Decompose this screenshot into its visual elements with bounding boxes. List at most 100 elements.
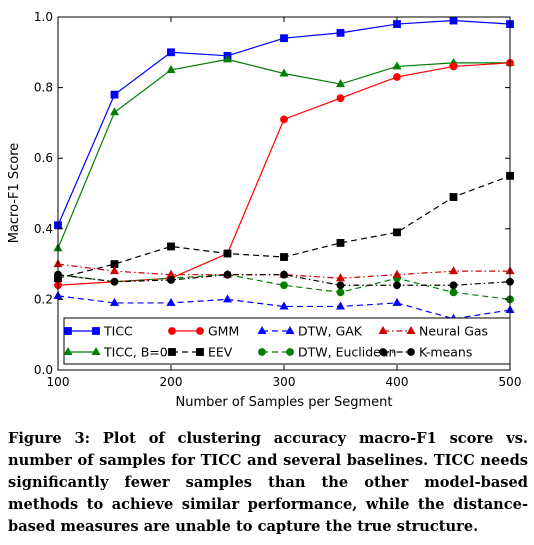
data-point-k-means (167, 276, 175, 284)
data-point-k-means (393, 281, 401, 290)
legend-label: K-means (419, 345, 472, 360)
legend-marker (407, 348, 415, 356)
axes: 100 200 300 400 500 0.0 0.2 0.4 0.6 0.8 1.0 (34, 10, 522, 389)
legend-label: DTW, Euclidean (298, 345, 396, 360)
legend-marker (196, 327, 204, 335)
data-point-gmm (393, 73, 401, 81)
legend: TICC TICC, B=0 GMM EEV DTW, GAK DTW, Euclidea… (63, 317, 511, 365)
legend-marker (168, 348, 176, 356)
legend-entry-dtw-euclidean: DTW, Euclidean (258, 345, 396, 360)
data-point-ticc-b-0 (279, 68, 289, 77)
series-line-dtw-gak (57, 295, 511, 320)
data-point-eev (393, 228, 401, 237)
legend-marker (91, 346, 101, 356)
data-point-k-means (280, 270, 288, 279)
data-point-eev (449, 193, 458, 201)
data-point-dtw-gak (335, 301, 346, 310)
data-point-ticc (336, 28, 345, 37)
x-axis-title: Number of Samples per Segment (176, 395, 393, 410)
series-line-gmm (57, 62, 511, 286)
legend-marker (286, 348, 294, 356)
series-line-dtw-euclidean (57, 274, 511, 300)
data-point-ticc-b-0 (392, 61, 402, 70)
data-point-gmm (336, 94, 345, 103)
data-point-k-means (449, 281, 458, 290)
series-line-k-means (57, 274, 511, 286)
legend-label: TICC (103, 324, 133, 339)
data-point-ticc-b-0 (222, 54, 233, 63)
legend-label: GMM (208, 324, 239, 339)
line-chart: 100 200 300 400 500 0.0 0.2 0.4 0.6 0.8 1.0 Number… (7, 10, 522, 410)
legend-entry-ticc-b-0: TICC, B=0 (63, 345, 168, 360)
data-point-dtw-euclidean (280, 281, 288, 290)
series-eev (54, 171, 514, 283)
legend-marker (64, 327, 72, 335)
series-ticc-b-0 (53, 54, 515, 252)
legend-label: Neural Gas (419, 324, 488, 339)
data-point-neural-gas (392, 269, 402, 278)
y-tick-label: 0.0 (34, 363, 53, 377)
legend-marker (257, 325, 267, 335)
x-tick-label: 400 (386, 375, 409, 389)
data-point-ticc-b-0 (166, 64, 176, 73)
data-point-k-means (110, 277, 119, 286)
data-point-eev (280, 253, 288, 261)
legend-marker (196, 348, 204, 356)
data-point-eev (223, 249, 232, 258)
data-point-gmm (449, 62, 458, 71)
data-point-dtw-euclidean (449, 288, 458, 297)
legend-entry-gmm: GMM (168, 324, 239, 339)
series-line-eev (57, 175, 511, 279)
data-point-ticc (110, 90, 119, 99)
y-tick-label: 1.0 (34, 10, 53, 24)
figure-caption: Figure 3: Plot of clustering accuracy ma… (8, 430, 528, 535)
legend-entry-neural-gas: Neural Gas (378, 324, 488, 339)
series-line-ticc-b-0 (57, 58, 510, 249)
data-point-ticc-b-0 (109, 107, 120, 116)
series-dtw-gak (53, 290, 515, 322)
data-point-dtw-gak (392, 297, 402, 306)
data-point-dtw-gak (279, 301, 289, 310)
data-point-eev (167, 242, 175, 251)
data-point-neural-gas (335, 273, 346, 282)
data-point-gmm (280, 115, 288, 124)
y-tick-label: 0.2 (34, 292, 53, 306)
x-tick-label: 100 (47, 375, 70, 389)
legend-marker (258, 348, 266, 356)
x-tick-label: 300 (273, 375, 296, 389)
data-point-ticc (280, 34, 288, 43)
y-tick-label: 0.6 (34, 151, 53, 165)
legend-entry-k-means: K-means (379, 345, 472, 360)
data-point-ticc (449, 16, 458, 25)
series-layer (53, 16, 515, 322)
legend-marker (406, 325, 416, 335)
y-tick-label: 0.4 (34, 222, 53, 236)
data-point-ticc-b-0 (335, 79, 346, 88)
legend-marker (63, 346, 73, 356)
data-point-dtw-gak (109, 297, 120, 306)
y-tick-label: 0.8 (34, 81, 53, 95)
data-point-k-means (336, 281, 345, 290)
legend-label: TICC, B=0 (103, 345, 168, 360)
data-point-dtw-gak (166, 297, 176, 306)
x-tick-label: 500 (499, 375, 522, 389)
data-point-neural-gas (448, 266, 459, 275)
legend-marker (285, 325, 295, 335)
legend-marker (379, 348, 387, 356)
legend-entry-ticc: TICC (64, 324, 133, 339)
data-point-eev (336, 239, 345, 247)
legend-marker (92, 327, 100, 335)
legend-entry-eev: EEV (168, 345, 233, 360)
y-axis-title: Macro-F1 Score (7, 143, 22, 244)
data-point-k-means (223, 270, 232, 279)
data-point-dtw-euclidean (336, 288, 345, 297)
legend-label: EEV (208, 345, 233, 360)
legend-entry-dtw-gak: DTW, GAK (257, 324, 363, 339)
legend-label: DTW, GAK (298, 324, 363, 339)
data-point-neural-gas (109, 266, 120, 275)
legend-marker (168, 327, 176, 335)
data-point-ticc (167, 48, 175, 57)
data-point-dtw-gak (222, 294, 233, 303)
legend-box (63, 317, 511, 365)
legend-marker (378, 325, 388, 335)
